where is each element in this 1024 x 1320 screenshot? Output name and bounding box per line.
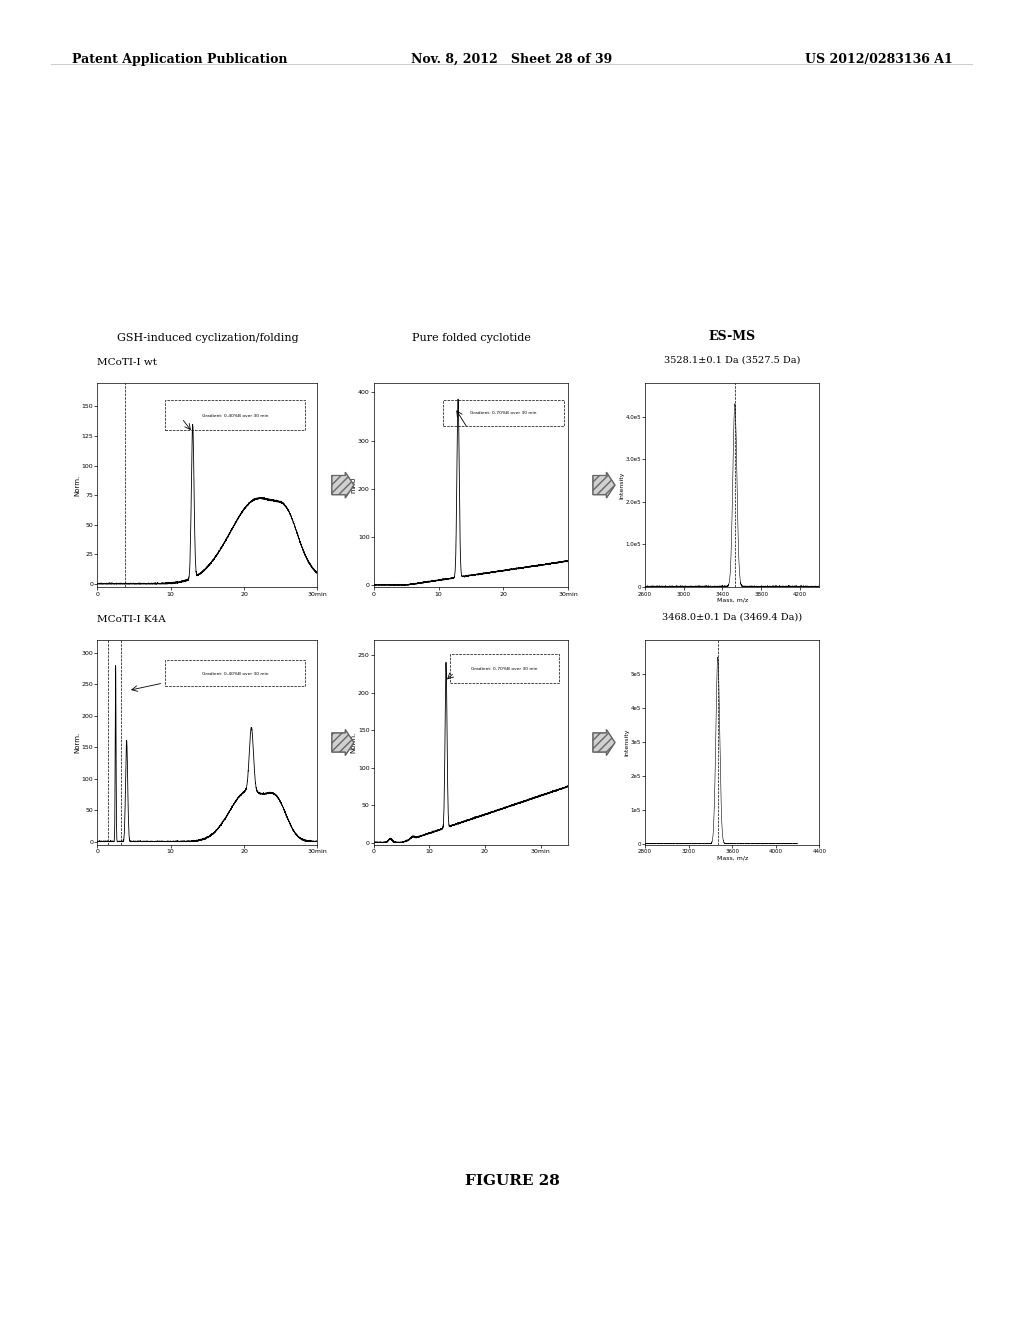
Text: MCoTI-I K4A: MCoTI-I K4A xyxy=(97,615,166,624)
Text: 3528.1±0.1 Da (3527.5 Da): 3528.1±0.1 Da (3527.5 Da) xyxy=(664,355,801,364)
Text: Gradient: 0-70%B over 30 min: Gradient: 0-70%B over 30 min xyxy=(470,411,537,414)
FancyBboxPatch shape xyxy=(443,400,564,426)
Text: Patent Application Publication: Patent Application Publication xyxy=(72,53,287,66)
Text: MCoTI-I wt: MCoTI-I wt xyxy=(97,358,158,367)
Text: US 2012/0283136 A1: US 2012/0283136 A1 xyxy=(805,53,952,66)
X-axis label: Mass, m/z: Mass, m/z xyxy=(717,855,748,861)
Text: Nov. 8, 2012   Sheet 28 of 39: Nov. 8, 2012 Sheet 28 of 39 xyxy=(412,53,612,66)
Text: FIGURE 28: FIGURE 28 xyxy=(465,1173,559,1188)
Text: Gradient: 0-40%B over 30 min: Gradient: 0-40%B over 30 min xyxy=(202,414,268,418)
Y-axis label: Norm.: Norm. xyxy=(350,731,356,754)
Y-axis label: Intensity: Intensity xyxy=(618,471,624,499)
Text: GSH-induced cyclization/folding: GSH-induced cyclization/folding xyxy=(117,333,298,343)
Text: Pure folded cyclotide: Pure folded cyclotide xyxy=(412,333,530,343)
FancyArrow shape xyxy=(332,730,354,755)
Text: Gradient: 0-40%B over 30 min: Gradient: 0-40%B over 30 min xyxy=(202,672,268,676)
FancyBboxPatch shape xyxy=(165,660,305,685)
Y-axis label: mAU: mAU xyxy=(350,477,356,494)
FancyArrow shape xyxy=(332,473,354,498)
Y-axis label: Norm.: Norm. xyxy=(74,474,80,496)
FancyBboxPatch shape xyxy=(165,400,305,430)
Text: Gradient: 0-70%B over 30 min: Gradient: 0-70%B over 30 min xyxy=(471,668,538,672)
FancyBboxPatch shape xyxy=(450,655,559,684)
Text: ES-MS: ES-MS xyxy=(709,330,756,343)
FancyArrow shape xyxy=(593,730,615,755)
FancyArrow shape xyxy=(593,473,615,498)
Text: 3468.0±0.1 Da (3469.4 Da)): 3468.0±0.1 Da (3469.4 Da)) xyxy=(663,612,802,622)
X-axis label: Mass, m/z: Mass, m/z xyxy=(717,598,748,603)
Y-axis label: Norm.: Norm. xyxy=(74,731,80,754)
Y-axis label: Intensity: Intensity xyxy=(625,729,629,756)
